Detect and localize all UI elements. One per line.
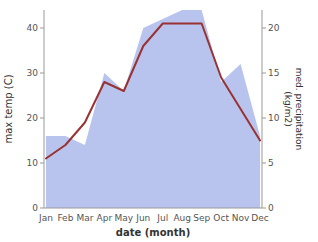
y2-tick [262, 118, 266, 119]
y-tick-label: 20 [27, 113, 39, 123]
x-tick-label: Mar [76, 213, 93, 223]
y2-axis-line [262, 10, 263, 208]
y-axis-line [44, 10, 45, 208]
x-tick-label: Jan [38, 213, 53, 223]
y2-tick-label: 15 [268, 68, 279, 78]
y2-tick-label: 10 [268, 113, 280, 123]
chart-container: 0 10 20 30 40 0 5 10 15 20 Jan FebMar AprMayJun Jul Au… [0, 0, 318, 242]
y-axis-title: max temp (C) [3, 74, 14, 143]
x-axis-title: date (month) [116, 227, 190, 238]
x-tick-label: May [114, 213, 133, 223]
y-tick-label: 10 [27, 158, 39, 168]
temp-line [46, 24, 260, 159]
y2-tick [262, 73, 266, 74]
y-tick-label: 40 [27, 23, 39, 33]
plot-area [46, 10, 260, 208]
y2-axis-title-line: (kg/m2) [283, 91, 293, 126]
y-tick [40, 73, 44, 74]
x-tick-label: Jun [135, 213, 150, 223]
precip-area [46, 10, 260, 208]
x-axis-line [44, 208, 262, 209]
y2-tick-label: 20 [268, 23, 280, 33]
y2-axis-title-line: med. precipitation [294, 68, 304, 150]
chart: 0 10 20 30 40 0 5 10 15 20 Jan FebMar AprMayJun Jul Au… [0, 0, 318, 242]
x-tick-label: Nov [232, 213, 250, 223]
y2-axis-title: med. precipitation(kg/m2) [283, 68, 304, 150]
y-tick [40, 163, 44, 164]
y-tick [40, 208, 44, 209]
x-tick-label: Dec [251, 213, 268, 223]
x-tick-label: Oct [213, 213, 229, 223]
y2-tick [262, 208, 266, 209]
y-tick-label: 30 [27, 68, 39, 78]
x-tick-label: Sep [193, 213, 210, 223]
x-tick-label: Apr [97, 213, 113, 223]
y-tick-label: 0 [32, 203, 38, 213]
y2-tick [262, 28, 266, 29]
x-tick-label: Feb [57, 213, 73, 223]
y2-tick [262, 163, 266, 164]
y-tick [40, 118, 44, 119]
y-tick [40, 28, 44, 29]
y2-tick-label: 5 [268, 158, 274, 168]
y2-tick-label: 0 [268, 203, 274, 213]
x-tick-label: Aug [173, 213, 191, 223]
x-tick-label: Jul [156, 213, 168, 223]
